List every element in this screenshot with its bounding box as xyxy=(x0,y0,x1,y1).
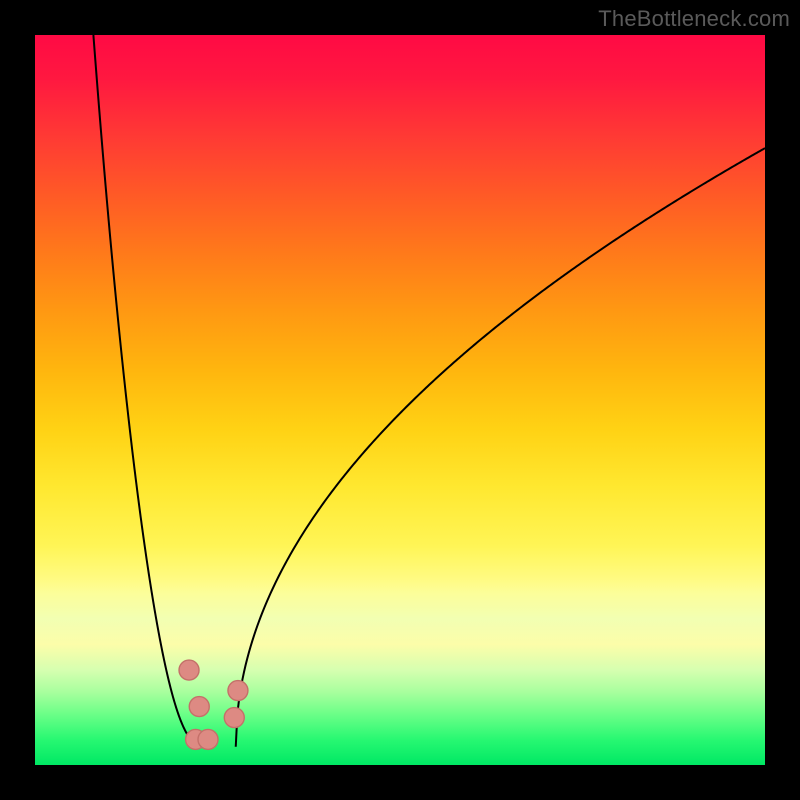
marker-point xyxy=(189,697,209,717)
plot-background xyxy=(35,35,765,765)
bottleneck-chart: TheBottleneck.com xyxy=(0,0,800,800)
plot-svg xyxy=(0,0,800,800)
marker-point xyxy=(224,708,244,728)
marker-point xyxy=(198,729,218,749)
marker-point xyxy=(179,660,199,680)
watermark-text: TheBottleneck.com xyxy=(598,6,790,32)
marker-point xyxy=(228,681,248,701)
